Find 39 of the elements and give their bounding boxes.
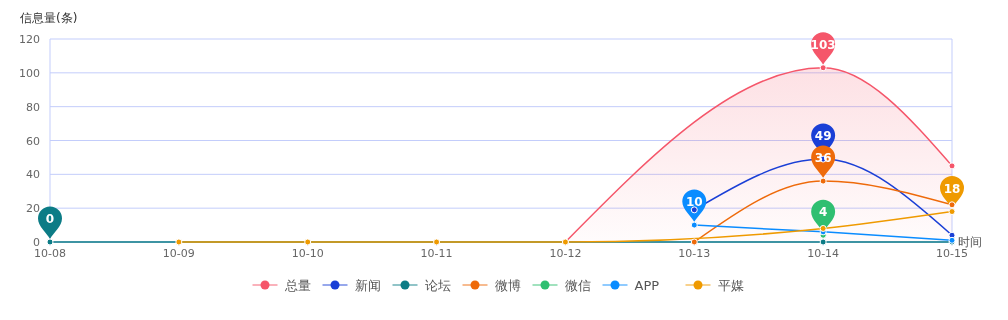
y-tick-label: 0 [33,236,40,249]
data-label: 103 [810,37,836,52]
y-tick-label: 60 [26,134,40,148]
point [819,64,827,72]
y-tick-label: 20 [26,202,40,216]
point [948,201,956,209]
point [819,224,827,232]
x-tick-label: 10-09 [162,247,195,260]
x-tick-label: 10-08 [34,247,66,260]
data-label: 0 [45,212,55,226]
point [690,221,698,229]
x-axis-title: 时间 [958,235,982,249]
legend-label: 微博 [494,278,521,293]
legend-label: 总量 [283,278,311,293]
y-axis-title: 信息量(条) [20,11,78,25]
point [948,162,956,170]
y-tick-label: 100 [19,66,40,80]
y-tick-label: 40 [26,168,40,182]
point [690,206,698,214]
x-tick-label: 10-14 [807,247,840,260]
data-label: 36 [814,151,832,166]
y-tick-label: 120 [19,33,40,46]
point [948,208,956,216]
legend-label: 平媒 [717,278,744,293]
x-tick-label: 10-11 [420,247,453,260]
legend-label: 新闻 [354,278,381,293]
x-tick-label: 10-10 [291,247,324,260]
x-tick-label: 10-15 [936,247,968,260]
y-tick-label: 80 [26,100,40,114]
data-label: 10 [685,195,703,210]
legend-label: APP [634,278,660,293]
data-label: 18 [943,181,961,196]
legend-label: 论坛 [424,278,451,293]
x-tick-label: 10-12 [549,247,582,260]
x-tick-label: 10-13 [678,247,711,260]
data-label: 49 [814,129,832,144]
legend-label: 微信 [564,278,591,293]
point [819,177,827,185]
data-label: 4 [818,205,828,220]
